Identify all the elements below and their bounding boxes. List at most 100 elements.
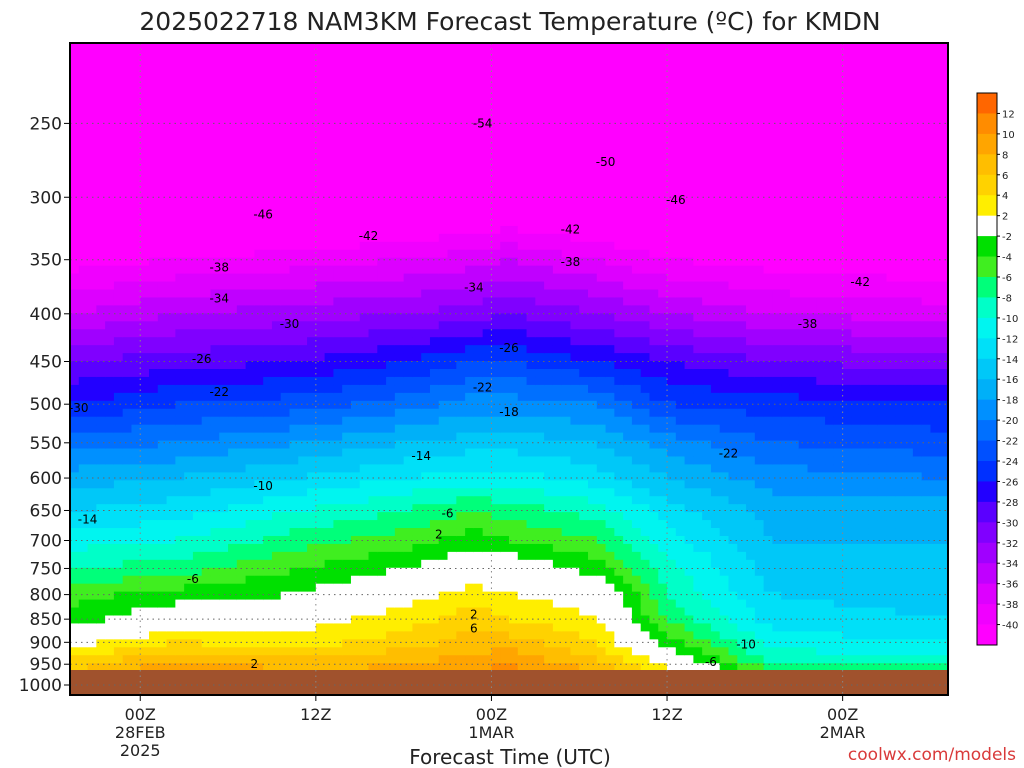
heatmap-cell	[342, 464, 352, 473]
heatmap-cell	[333, 289, 343, 299]
heatmap-cell	[368, 345, 378, 354]
heatmap-cell	[201, 209, 212, 219]
heatmap-cell	[254, 305, 264, 314]
heatmap-cell	[210, 440, 220, 450]
heatmap-cell	[96, 448, 106, 458]
heatmap-cell	[552, 488, 563, 497]
heatmap-cell	[184, 551, 194, 561]
heatmap-cell	[219, 186, 229, 195]
heatmap-cell	[570, 106, 580, 116]
heatmap-cell	[412, 194, 422, 203]
heatmap-cell	[342, 241, 352, 251]
heatmap-cell	[456, 520, 466, 529]
heatmap-cell	[184, 98, 194, 108]
heatmap-cell	[535, 496, 545, 505]
heatmap-cell	[324, 162, 334, 171]
heatmap-cell	[307, 194, 317, 203]
heatmap-cell	[289, 480, 299, 489]
heatmap-cell	[263, 353, 273, 362]
heatmap-cell	[552, 400, 563, 410]
heatmap-cell	[482, 384, 493, 394]
heatmap-cell	[131, 122, 141, 132]
heatmap-cell	[561, 106, 572, 116]
heatmap-cell	[526, 209, 536, 219]
heatmap-cell	[482, 353, 493, 362]
heatmap-cell	[517, 66, 528, 76]
heatmap-cell	[588, 369, 598, 378]
heatmap-cell	[465, 43, 475, 52]
heatmap-cell	[491, 663, 501, 672]
heatmap-cell	[166, 50, 176, 60]
heatmap-cell	[96, 257, 106, 267]
heatmap-cell	[377, 528, 387, 537]
heatmap-cell	[210, 639, 220, 648]
heatmap-cell	[271, 504, 282, 513]
heatmap-cell	[368, 241, 378, 251]
heatmap-cell	[307, 488, 317, 497]
heatmap-cell	[473, 376, 484, 386]
heatmap-cell	[579, 273, 589, 283]
heatmap-cell	[570, 623, 580, 632]
heatmap-cell	[140, 50, 150, 60]
heatmap-cell	[228, 257, 238, 267]
heatmap-cell	[359, 249, 370, 259]
heatmap-cell	[394, 456, 405, 466]
heatmap-cell	[280, 209, 291, 219]
heatmap-cell	[596, 472, 607, 481]
heatmap-cell	[254, 321, 264, 330]
heatmap-cell	[122, 90, 133, 100]
heatmap-cell	[465, 305, 475, 314]
heatmap-cell	[298, 138, 308, 147]
heatmap-cell	[298, 225, 308, 235]
heatmap-cell	[324, 496, 334, 505]
heatmap-cell	[149, 74, 159, 84]
heatmap-cell	[149, 416, 159, 426]
heatmap-cell	[113, 194, 124, 203]
heatmap-cell	[491, 66, 501, 76]
heatmap-cell	[157, 313, 168, 322]
heatmap-cell	[289, 82, 299, 92]
heatmap-cell	[78, 106, 89, 116]
heatmap-cell	[122, 50, 133, 60]
heatmap-cell	[535, 559, 545, 569]
heatmap-cell	[271, 241, 282, 251]
heatmap-cell	[289, 623, 299, 632]
heatmap-cell	[333, 575, 343, 585]
heatmap-cell	[517, 416, 528, 426]
heatmap-cell	[509, 559, 519, 569]
heatmap-cell	[175, 472, 185, 481]
heatmap-cell	[271, 416, 282, 426]
heatmap-cell	[552, 655, 563, 664]
heatmap-cell	[579, 209, 589, 219]
heatmap-cell	[438, 321, 449, 330]
heatmap-cell	[412, 209, 422, 219]
heatmap-cell	[210, 559, 220, 569]
heatmap-cell	[473, 551, 484, 561]
heatmap-cell	[236, 257, 247, 267]
heatmap-cell	[570, 178, 580, 187]
heatmap-cell	[236, 655, 247, 664]
heatmap-cell	[429, 43, 440, 52]
heatmap-cell	[438, 384, 449, 394]
heatmap-cell	[192, 281, 203, 291]
heatmap-cell	[588, 249, 598, 259]
heatmap-cell	[535, 392, 545, 402]
heatmap-cell	[403, 337, 414, 346]
heatmap-cell	[588, 448, 598, 458]
heatmap-cell	[561, 225, 572, 235]
heatmap-cell	[377, 392, 387, 402]
heatmap-cell	[368, 528, 378, 537]
heatmap-cell	[456, 639, 466, 648]
heatmap-cell	[298, 106, 308, 116]
heatmap-cell	[210, 130, 220, 140]
heatmap-cell	[78, 170, 89, 179]
heatmap-cell	[263, 520, 273, 529]
heatmap-cell	[482, 361, 493, 370]
heatmap-cell	[561, 329, 572, 338]
heatmap-cell	[166, 647, 176, 656]
heatmap-cell	[588, 528, 598, 537]
heatmap-cell	[96, 384, 106, 394]
heatmap-cell	[552, 520, 563, 529]
heatmap-cell	[386, 265, 396, 275]
heatmap-cell	[544, 225, 554, 235]
